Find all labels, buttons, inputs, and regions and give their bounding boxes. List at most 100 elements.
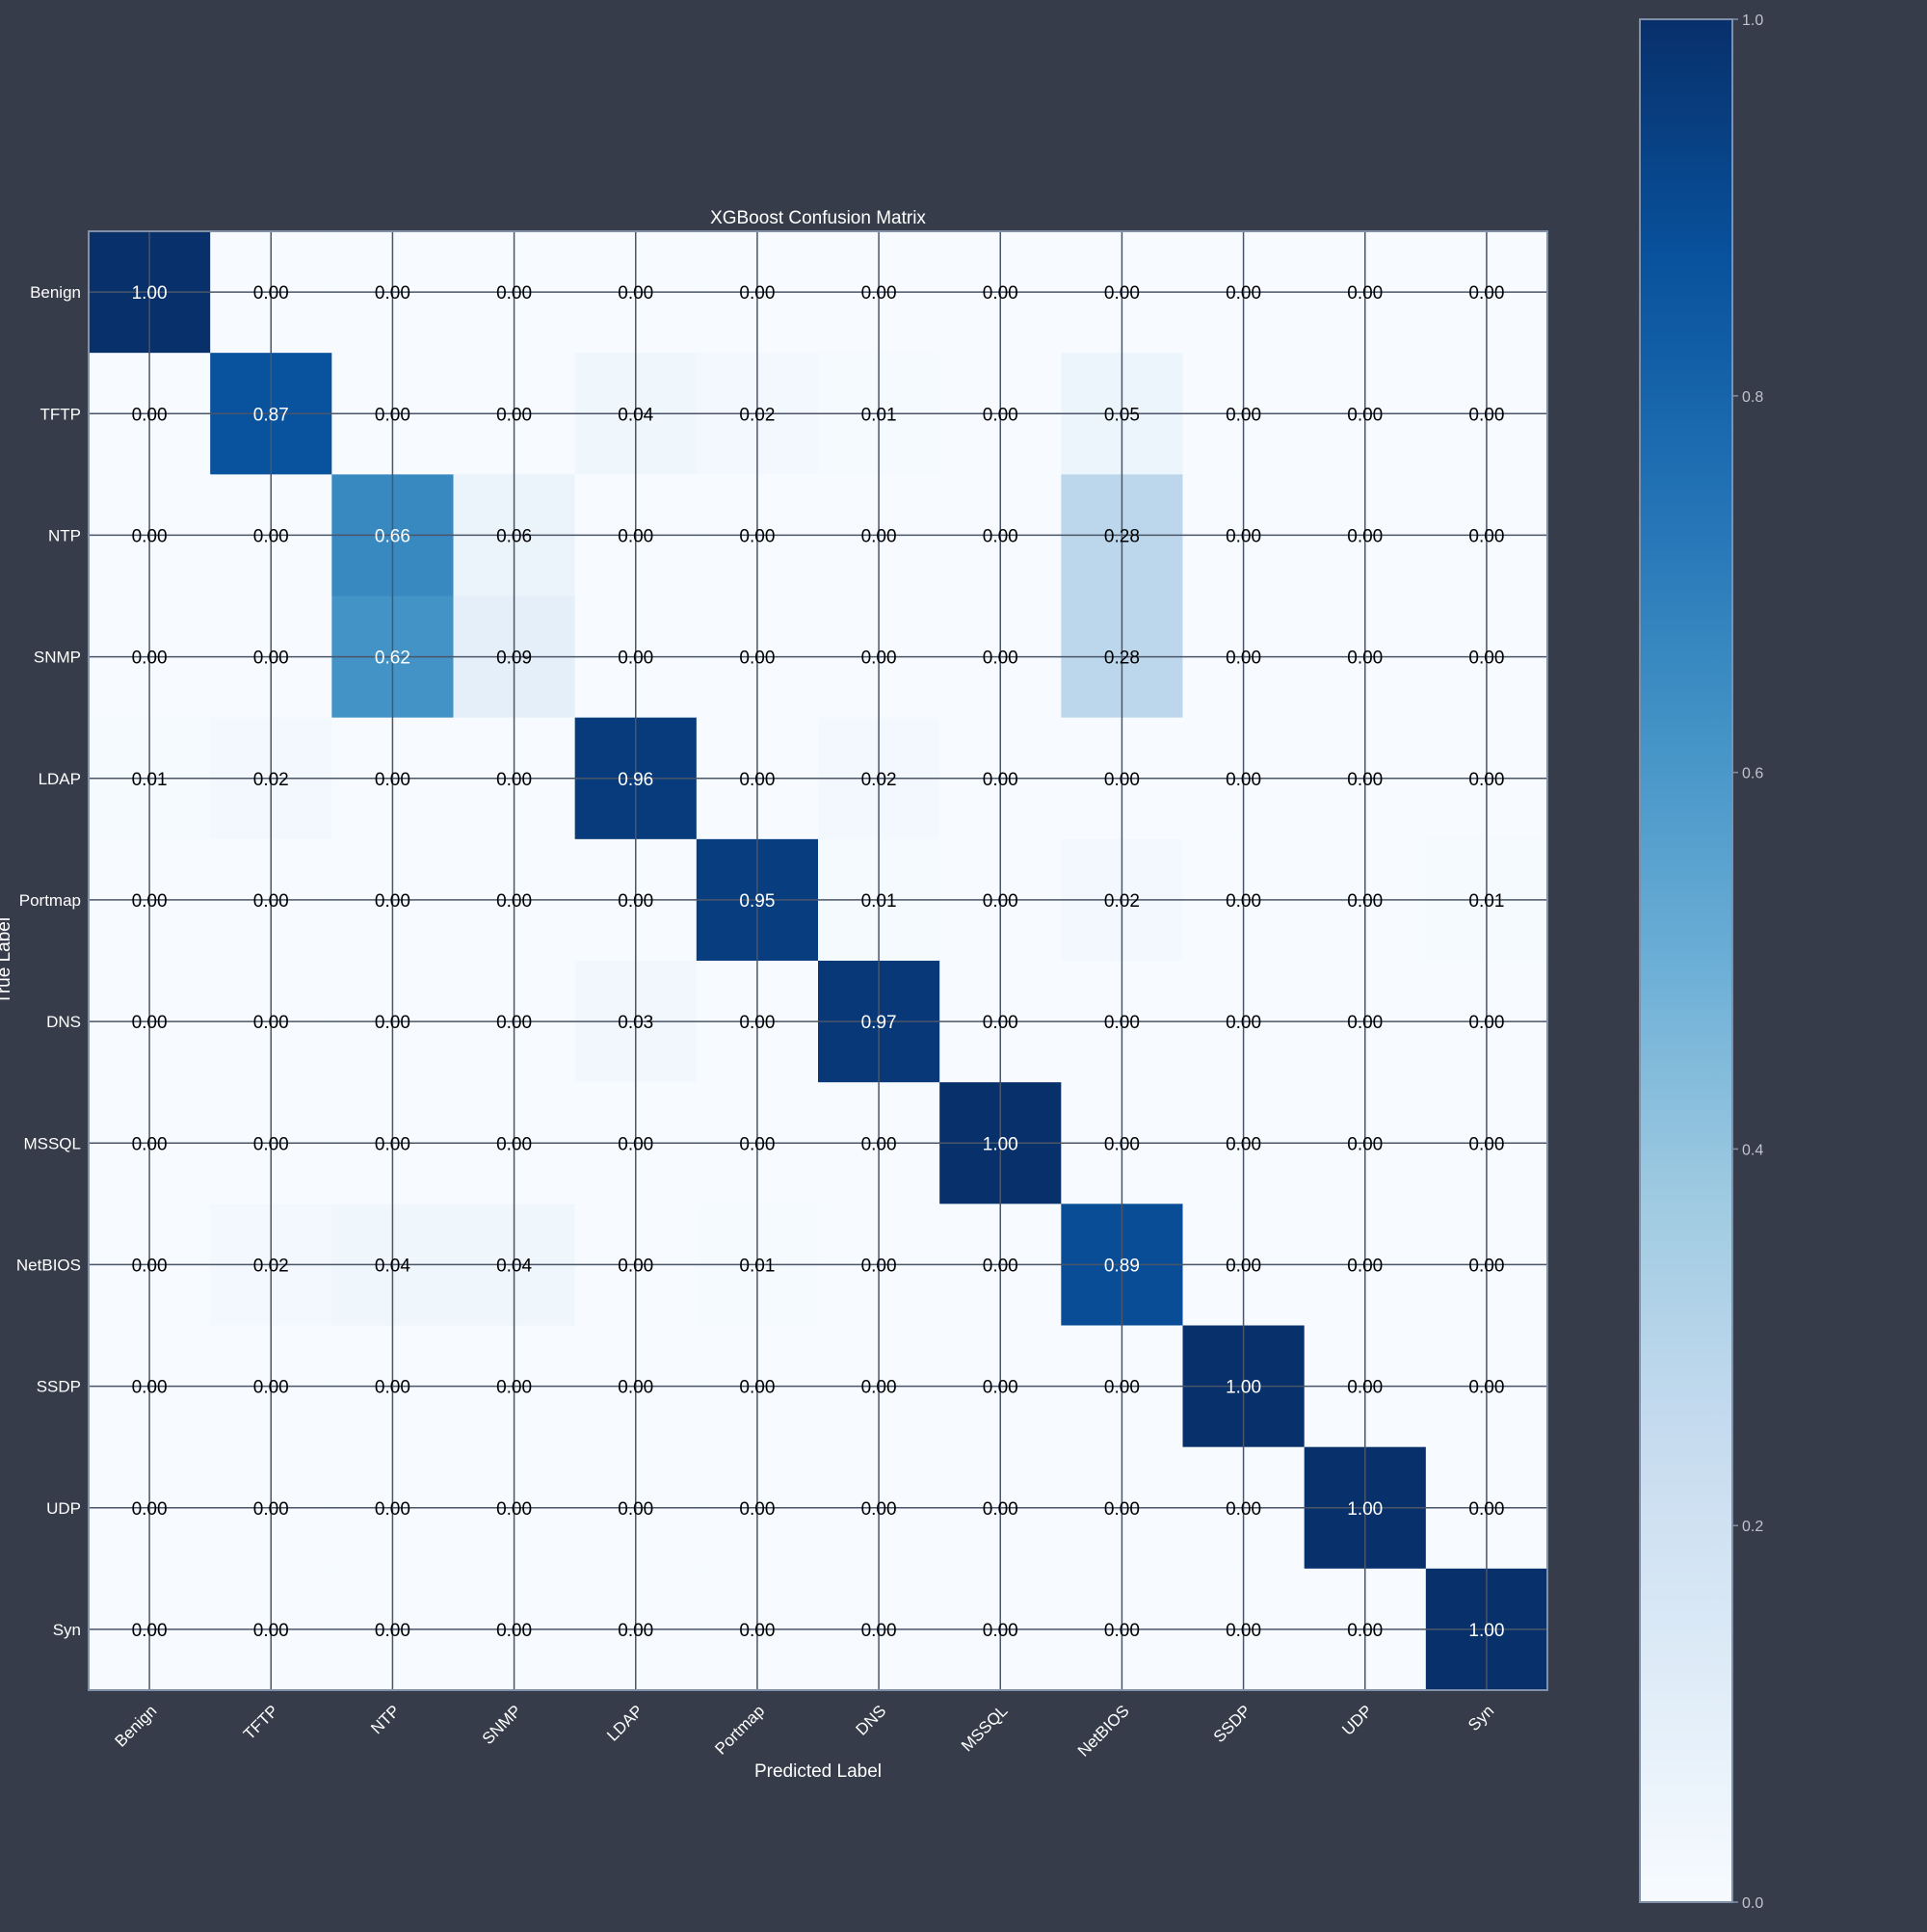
y-tick-label: UDP <box>46 1499 81 1518</box>
cell-value-label: 0.00 <box>739 1378 775 1398</box>
cell-value-label: 0.00 <box>618 1378 653 1398</box>
cell-value-label: 0.00 <box>861 1134 897 1154</box>
y-tick-label: LDAP <box>39 770 81 788</box>
cell-value-label: 0.01 <box>739 1256 775 1276</box>
cell-value-label: 0.28 <box>1104 648 1140 669</box>
cell-value-label: 0.00 <box>1104 770 1140 790</box>
cell-value-label: 0.00 <box>1468 1134 1504 1154</box>
cell-value-label: 0.00 <box>132 1013 168 1033</box>
cell-value-label: 0.00 <box>1226 891 1261 912</box>
x-tick-label: SNMP <box>479 1702 525 1748</box>
x-tick-label: Benign <box>112 1702 161 1751</box>
colorbar-tick-label: 0.8 <box>1742 389 1763 406</box>
cell-annotations: 1.00 0.00 0.00 0.00 0.00 0.00 0.00 0.00 0.00 0.00… <box>132 283 1505 1641</box>
y-tick-label: NetBIOS <box>16 1256 81 1274</box>
cell-value-label: 0.00 <box>132 526 168 546</box>
x-tick-label: NTP <box>367 1702 403 1737</box>
colorbar <box>1639 18 1733 1903</box>
cell-value-label: 0.00 <box>1347 648 1383 669</box>
cell-value-label: 0.00 <box>1226 1013 1261 1033</box>
cell-value-label: 1.00 <box>1226 1378 1261 1398</box>
cell-value-label: 0.00 <box>132 1621 168 1641</box>
cell-value-label: 0.00 <box>1347 1256 1383 1276</box>
cell-value-label: 0.00 <box>861 648 897 669</box>
cell-value-label: 0.66 <box>375 526 410 546</box>
cell-value-label: 0.00 <box>1468 405 1504 425</box>
cell-value-label: 0.00 <box>983 891 1018 912</box>
cell-value-label: 0.00 <box>739 1013 775 1033</box>
cell-value-label: 0.00 <box>1347 1621 1383 1641</box>
cell-value-label: 0.00 <box>983 526 1018 546</box>
y-tick-label: SNMP <box>34 648 81 667</box>
cell-value-label: 0.00 <box>983 770 1018 790</box>
cell-value-label: 0.00 <box>1347 770 1383 790</box>
cell-value-label: 1.00 <box>983 1134 1018 1154</box>
colorbar-tick-label: 0.6 <box>1742 766 1763 782</box>
cell-value-label: 1.00 <box>1347 1499 1383 1520</box>
cell-value-label: 0.00 <box>618 1256 653 1276</box>
cell-value-label: 0.00 <box>861 526 897 546</box>
cell-value-label: 0.00 <box>739 648 775 669</box>
cell-value-label: 0.89 <box>1104 1256 1140 1276</box>
cell-value-label: 0.00 <box>375 405 410 425</box>
cell-value-label: 0.04 <box>375 1256 410 1276</box>
cell-value-label: 0.00 <box>253 1499 289 1520</box>
cell-value-label: 0.00 <box>1468 1256 1504 1276</box>
cell-value-label: 0.00 <box>1347 1378 1383 1398</box>
cell-value-label: 0.00 <box>1347 526 1383 546</box>
cell-value-label: 0.00 <box>375 283 410 304</box>
cell-value-label: 0.00 <box>132 1134 168 1154</box>
x-tick-label: NetBIOS <box>1074 1702 1133 1760</box>
cell-value-label: 0.00 <box>1226 526 1261 546</box>
cell-value-label: 0.00 <box>1104 1378 1140 1398</box>
cell-value-label: 0.00 <box>1104 1013 1140 1033</box>
x-tick-label: TFTP <box>240 1702 281 1743</box>
cell-value-label: 0.04 <box>618 405 653 425</box>
y-tick-label: Syn <box>53 1621 81 1639</box>
cell-value-label: 0.97 <box>861 1013 897 1033</box>
cell-value-label: 0.00 <box>253 891 289 912</box>
cell-value-label: 0.03 <box>618 1013 653 1033</box>
y-tick-labels: Benign TFTP NTP SNMP LDAP Portmap DNS MSSQL NetB… <box>16 283 81 1639</box>
cell-value-label: 0.00 <box>375 1134 410 1154</box>
cell-value-label: 0.00 <box>496 1499 532 1520</box>
plot-frame <box>88 230 1548 1691</box>
y-tick-label: Benign <box>30 283 81 302</box>
y-tick-label: Portmap <box>19 891 81 910</box>
cell-value-label: 0.00 <box>618 1134 653 1154</box>
cell-value-label: 0.00 <box>496 891 532 912</box>
cell-value-label: 0.00 <box>496 283 532 304</box>
x-tick-labels: Benign TFTP NTP SNMP LDAP Portmap DNS MSSQL NetB… <box>112 1702 1498 1760</box>
cell-value-label: 0.00 <box>618 1621 653 1641</box>
cell-value-label: 0.00 <box>1468 1378 1504 1398</box>
colorbar-tick-label: 0.0 <box>1742 1895 1763 1912</box>
cell-value-label: 0.00 <box>132 1256 168 1276</box>
cell-value-label: 0.62 <box>375 648 410 669</box>
cell-value-label: 0.87 <box>253 405 289 425</box>
cell-value-label: 0.02 <box>739 405 775 425</box>
cell-value-label: 0.00 <box>861 283 897 304</box>
cell-value-label: 0.04 <box>496 1256 532 1276</box>
cell-value-label: 0.00 <box>983 1013 1018 1033</box>
cell-value-label: 0.00 <box>253 526 289 546</box>
cell-value-label: 0.00 <box>1226 1256 1261 1276</box>
cell-value-label: 0.00 <box>1347 1013 1383 1033</box>
cell-value-label: 0.00 <box>1347 283 1383 304</box>
cell-value-label: 0.00 <box>983 283 1018 304</box>
cell-value-label: 0.00 <box>253 1378 289 1398</box>
cell-value-label: 0.00 <box>618 648 653 669</box>
cell-value-label: 0.00 <box>1347 1134 1383 1154</box>
cell-value-label: 0.01 <box>861 891 897 912</box>
cell-value-label: 0.02 <box>253 770 289 790</box>
x-tick-label: Portmap <box>711 1702 768 1759</box>
cell-value-label: 0.00 <box>739 283 775 304</box>
x-tick-label: LDAP <box>603 1702 647 1745</box>
cell-value-label: 0.00 <box>375 1378 410 1398</box>
cell-value-label: 0.00 <box>253 1134 289 1154</box>
y-tick-label: DNS <box>46 1013 81 1031</box>
cell-value-label: 0.00 <box>1104 1621 1140 1641</box>
cell-value-label: 0.00 <box>618 283 653 304</box>
cell-value-label: 0.00 <box>132 648 168 669</box>
